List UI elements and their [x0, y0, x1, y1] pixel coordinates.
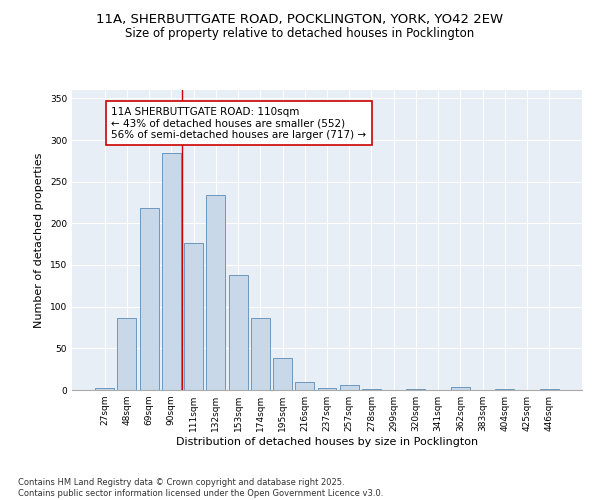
Bar — [340, 385, 359, 390]
Bar — [362, 389, 381, 390]
Bar — [496, 389, 514, 390]
Text: 11A, SHERBUTTGATE ROAD, POCKLINGTON, YORK, YO42 2EW: 11A, SHERBUTTGATE ROAD, POCKLINGTON, YOR… — [97, 12, 503, 26]
Bar — [162, 152, 181, 390]
Bar — [540, 389, 559, 390]
Bar — [317, 388, 337, 390]
Text: Size of property relative to detached houses in Pocklington: Size of property relative to detached ho… — [125, 28, 475, 40]
Y-axis label: Number of detached properties: Number of detached properties — [34, 152, 44, 328]
Bar — [273, 358, 292, 390]
Bar — [140, 208, 158, 390]
Bar — [118, 318, 136, 390]
Bar — [229, 275, 248, 390]
Bar — [95, 388, 114, 390]
Bar — [406, 389, 425, 390]
Bar — [251, 318, 270, 390]
Text: Contains HM Land Registry data © Crown copyright and database right 2025.
Contai: Contains HM Land Registry data © Crown c… — [18, 478, 383, 498]
Text: 11A SHERBUTTGATE ROAD: 110sqm
← 43% of detached houses are smaller (552)
56% of : 11A SHERBUTTGATE ROAD: 110sqm ← 43% of d… — [112, 106, 367, 140]
Bar — [451, 386, 470, 390]
Bar — [184, 244, 203, 390]
Bar — [206, 195, 225, 390]
Bar — [295, 382, 314, 390]
X-axis label: Distribution of detached houses by size in Pocklington: Distribution of detached houses by size … — [176, 437, 478, 447]
